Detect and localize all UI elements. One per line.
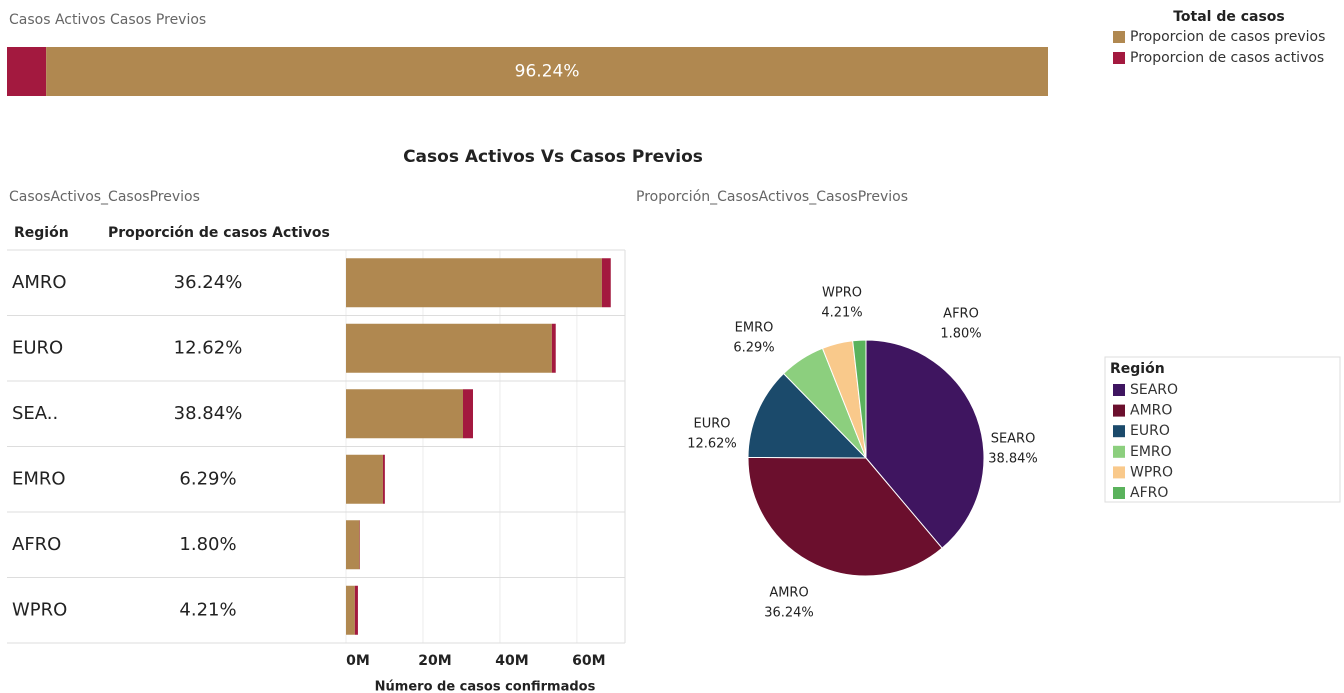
legend-label: Proporcion de casos activos	[1130, 50, 1324, 66]
slice-label: AFRO	[943, 307, 979, 322]
legend-swatch	[1113, 384, 1125, 396]
bar-segment	[46, 47, 1048, 96]
bar-segment	[551, 323, 556, 373]
bar-segment	[346, 389, 463, 439]
legend-title: Total de casos	[1173, 9, 1285, 25]
bar-segment	[7, 47, 47, 96]
legend-label: AFRO	[1130, 485, 1168, 501]
chart-title: CasosActivos_CasosPrevios	[9, 189, 200, 205]
legend-label: EMRO	[1130, 444, 1172, 460]
legend-title: Región	[1110, 361, 1165, 377]
legend-swatch	[1113, 487, 1125, 499]
x-tick-label: 20M	[418, 653, 451, 669]
value-label: 96.24%	[515, 62, 580, 82]
pie-slice	[747, 372, 868, 459]
row-label: AMRO	[12, 272, 67, 293]
pie-slice	[747, 456, 943, 577]
column-header: Región	[14, 225, 69, 241]
slice-label: EMRO	[735, 321, 774, 336]
x-axis-title: Número de casos confirmados	[375, 680, 596, 693]
bar-segment	[346, 585, 355, 635]
bar-segment	[462, 389, 473, 439]
proportion-cell: 1.80%	[179, 534, 236, 555]
pie-slice	[852, 339, 867, 459]
pie-slice	[865, 339, 985, 549]
legend-label: WPRO	[1130, 464, 1173, 480]
bar-segment	[346, 258, 602, 308]
legend-swatch	[1113, 445, 1125, 458]
legend-swatch	[1113, 31, 1125, 43]
slice-label: WPRO	[822, 286, 862, 301]
legend-swatch	[1113, 52, 1125, 64]
x-tick-label: 60M	[572, 653, 605, 669]
slice-value: 4.21%	[821, 306, 862, 321]
bar-segment	[346, 520, 360, 570]
slice-value: 12.62%	[687, 437, 737, 452]
legend-swatch	[1113, 425, 1125, 438]
proportion-cell: 12.62%	[174, 337, 243, 358]
dashboard-title: Casos Activos Vs Casos Previos	[403, 147, 703, 167]
chart-title: Casos Activos Casos Previos	[9, 12, 206, 28]
proportion-cell: 4.21%	[179, 599, 236, 620]
legend-swatch	[1113, 404, 1125, 417]
slice-value: 38.84%	[988, 452, 1038, 467]
slice-value: 36.24%	[764, 606, 814, 621]
proportion-cell: 38.84%	[174, 403, 243, 424]
row-label: SEA..	[12, 403, 58, 424]
slice-value: 6.29%	[733, 341, 774, 356]
row-label: EURO	[12, 337, 63, 358]
bar-segment	[346, 454, 383, 504]
legend-label: AMRO	[1130, 403, 1172, 419]
legend-label: SEARO	[1130, 382, 1178, 398]
x-tick-label: 40M	[495, 653, 528, 669]
column-header: Proporción de casos Activos	[108, 225, 330, 241]
bar-segment	[601, 258, 611, 308]
x-tick-label: 0M	[346, 653, 370, 669]
bar-segment	[346, 323, 552, 373]
legend-box	[1104, 356, 1341, 503]
legend-swatch	[1113, 466, 1125, 479]
bar-segment	[354, 585, 358, 635]
row-label: AFRO	[12, 534, 61, 555]
proportion-cell: 36.24%	[174, 272, 243, 293]
slice-label: EURO	[694, 417, 731, 432]
chart-title: Proporción_CasosActivos_CasosPrevios	[636, 189, 908, 205]
legend-label: Proporcion de casos previos	[1130, 29, 1325, 45]
bar-segment	[382, 454, 385, 504]
proportion-cell: 6.29%	[179, 468, 236, 489]
slice-label: SEARO	[991, 432, 1036, 447]
legend-label: EURO	[1130, 423, 1170, 439]
row-label: WPRO	[12, 599, 67, 620]
row-label: EMRO	[12, 468, 66, 489]
slice-value: 1.80%	[940, 327, 981, 342]
slice-label: AMRO	[769, 586, 808, 601]
